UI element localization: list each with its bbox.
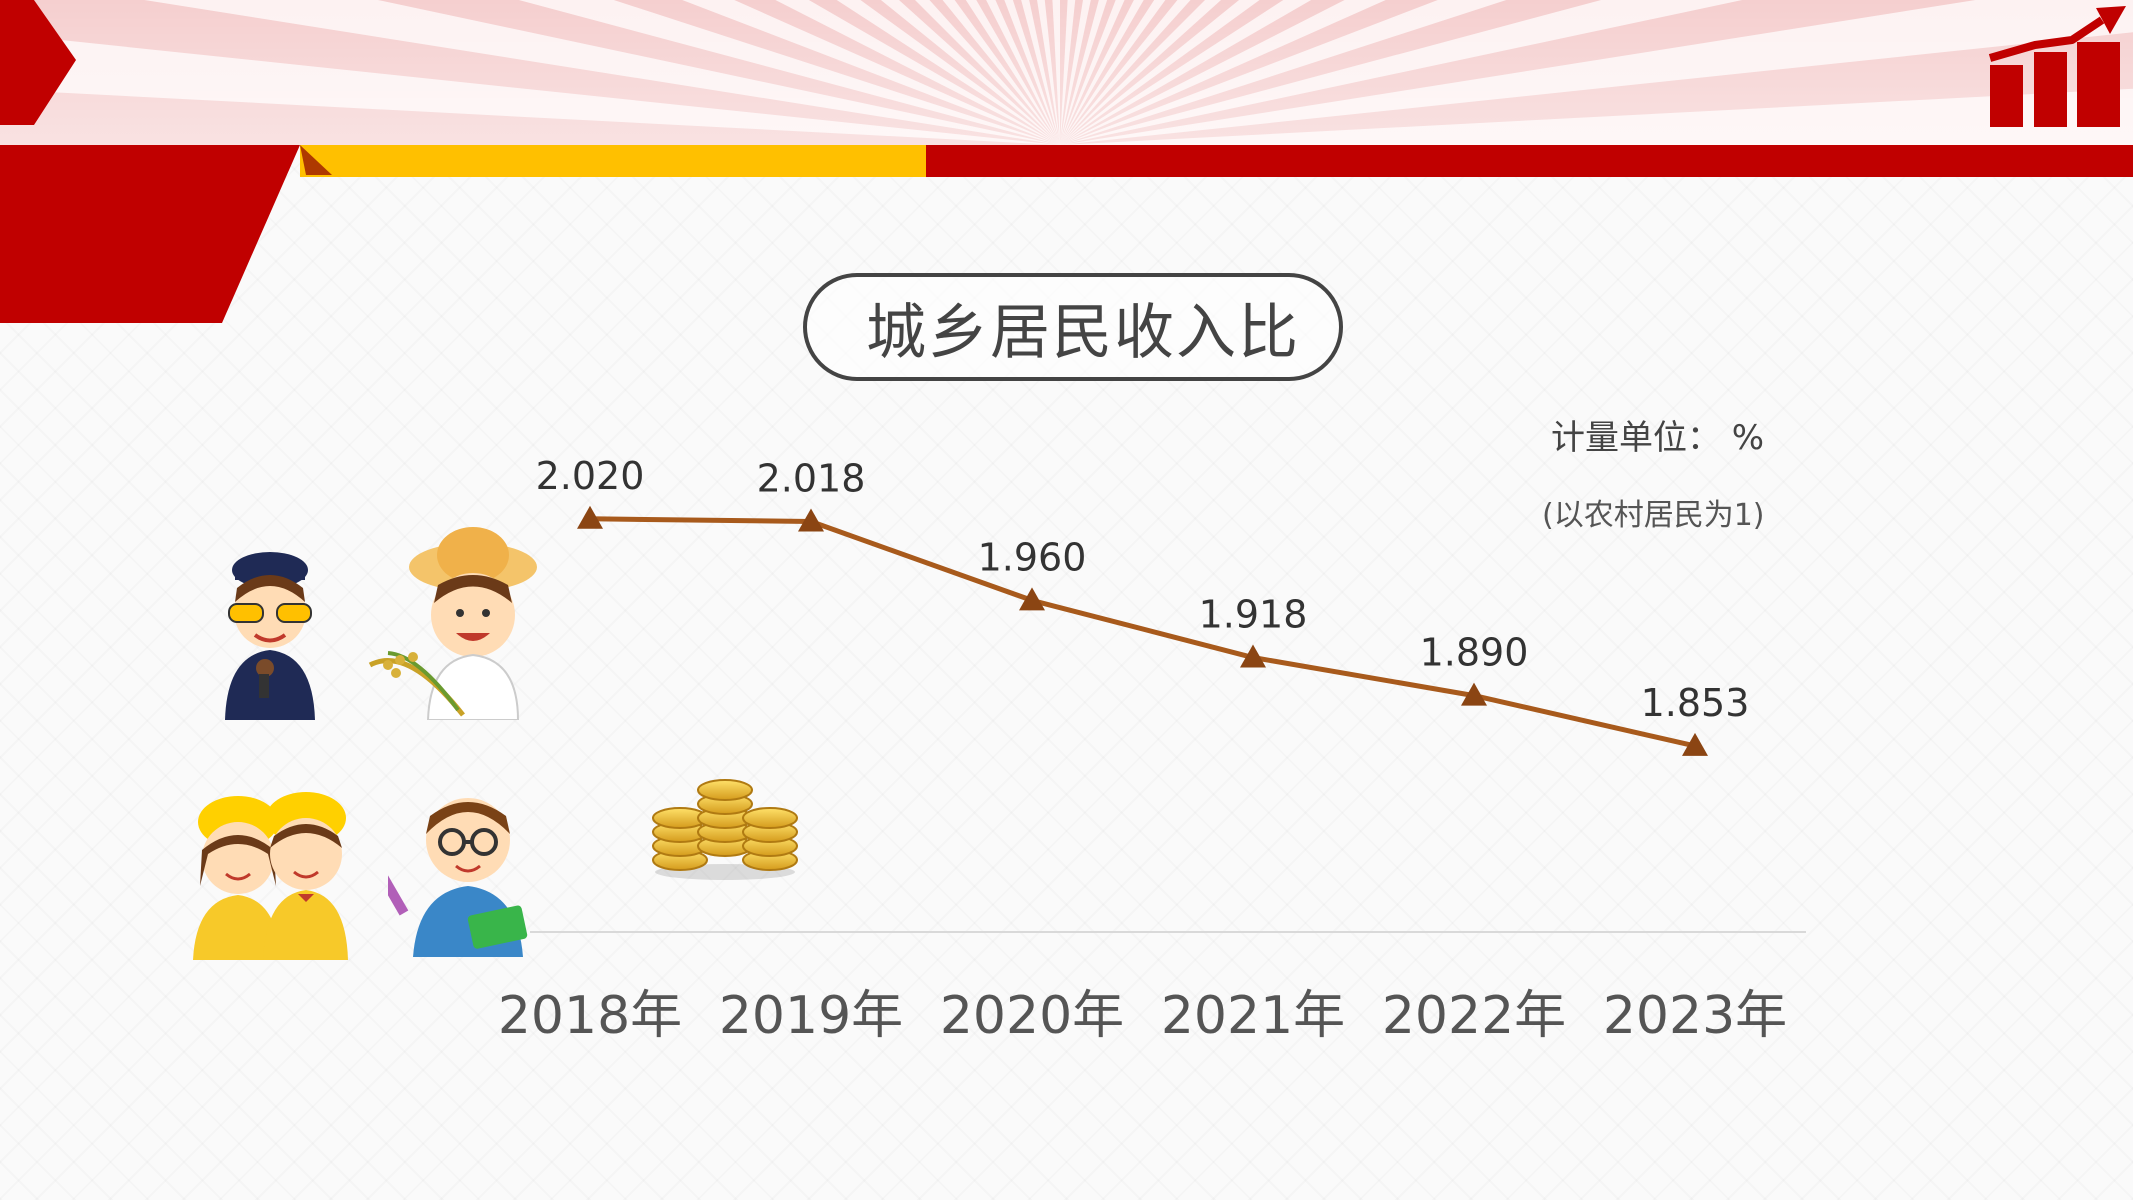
- x-tick-label: 2020年: [940, 986, 1124, 1046]
- data-point-marker: [1682, 732, 1708, 756]
- x-tick-label: 2022年: [1382, 986, 1566, 1046]
- bar-chart-growth-icon: [1988, 6, 2126, 127]
- data-point-marker: [1240, 644, 1266, 668]
- header-banner: [0, 0, 2133, 323]
- header-sunburst: [0, 0, 2133, 145]
- series-line: [589, 516, 1696, 749]
- officer-figure: [225, 552, 315, 720]
- data-label: 1.890: [1420, 631, 1529, 675]
- base-note: (以农村居民为1): [1542, 498, 1765, 533]
- x-tick-label: 2019年: [719, 986, 903, 1046]
- data-point-marker: [1461, 682, 1487, 706]
- data-label: 1.918: [1199, 593, 1308, 637]
- data-label: 2.020: [536, 454, 645, 498]
- x-tick-label: 2023年: [1603, 986, 1787, 1046]
- chart-title: 城乡居民收入比: [866, 297, 1300, 368]
- chart-title-pill: 城乡居民收入比: [803, 273, 1343, 381]
- data-label: 2.018: [757, 457, 866, 501]
- teacher-figure: [388, 798, 528, 957]
- data-point-marker: [577, 505, 603, 529]
- corner-arrow-shape: [0, 0, 76, 125]
- red-stripe: [926, 145, 2133, 177]
- data-label: 1.853: [1641, 681, 1750, 725]
- students-figure: [193, 792, 348, 960]
- unit-label: 计量单位： %: [1551, 418, 1765, 458]
- x-tick-label: 2018年: [498, 986, 682, 1046]
- gold-coins-icon: [652, 779, 798, 880]
- data-point-marker: [798, 508, 824, 532]
- x-tick-label: 2021年: [1161, 986, 1345, 1046]
- data-label: 1.960: [978, 535, 1087, 579]
- farmer-figure: [368, 527, 537, 720]
- red-tab: [0, 145, 300, 323]
- data-point-marker: [1019, 587, 1045, 611]
- gold-stripe: [300, 145, 932, 177]
